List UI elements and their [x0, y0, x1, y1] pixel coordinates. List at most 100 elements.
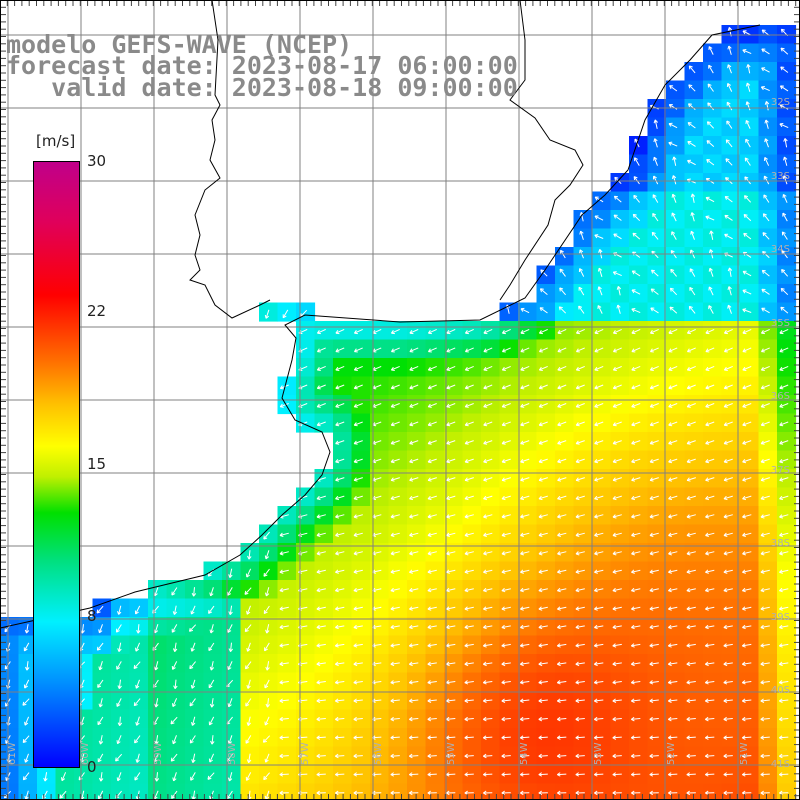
- wind-arrow: [742, 477, 752, 482]
- wind-arrow: [501, 477, 511, 482]
- lat-label: 39S: [771, 612, 790, 623]
- wind-arrow: [761, 288, 770, 295]
- wind-arrow: [649, 365, 659, 371]
- wind-arrow: [353, 347, 363, 353]
- wind-arrow: [409, 532, 419, 537]
- wind-arrow: [579, 230, 584, 240]
- wind-arrow: [705, 403, 715, 408]
- wind-arrow: [742, 495, 752, 501]
- wind-cell: [444, 783, 464, 800]
- wind-arrow: [649, 514, 659, 519]
- wind-arrow: [427, 532, 437, 537]
- wind-arrow: [335, 514, 345, 519]
- wind-arrow: [353, 384, 363, 390]
- wind-arrow: [782, 193, 788, 203]
- wind-arrow: [520, 440, 530, 445]
- wind-arrow: [446, 440, 456, 445]
- wind-arrow: [538, 403, 548, 408]
- wind-arrow: [723, 440, 733, 445]
- lat-label: 35S: [771, 318, 790, 329]
- wind-arrow: [779, 403, 789, 408]
- colorbar-tick-30: 30: [87, 152, 107, 170]
- wind-arrow: [761, 67, 770, 73]
- wind-arrow: [726, 120, 733, 129]
- wind-arrow: [575, 440, 585, 445]
- wind-arrow: [353, 495, 363, 501]
- wind-arrow: [725, 158, 733, 166]
- wind-arrow: [779, 347, 789, 353]
- wind-arrow: [594, 458, 604, 464]
- wind-arrow: [594, 328, 604, 335]
- wind-arrow: [668, 141, 678, 147]
- wind-arrow: [688, 305, 696, 314]
- wind-arrow: [723, 384, 733, 390]
- wind-arrow: [409, 458, 419, 464]
- wind-arrow: [762, 213, 770, 222]
- wind-arrow: [409, 495, 419, 501]
- wind-arrow: [779, 384, 789, 390]
- wind-arrow: [708, 46, 714, 55]
- wind-arrow: [760, 328, 770, 335]
- wind-arrow: [705, 514, 715, 519]
- wind-arrow: [706, 140, 715, 147]
- wind-arrow: [335, 458, 345, 464]
- wind-arrow: [446, 403, 456, 408]
- wind-arrow: [668, 384, 678, 390]
- wind-arrow: [631, 289, 641, 295]
- wind-arrow: [390, 384, 400, 390]
- wind-arrow: [706, 159, 715, 166]
- wind-arrow: [650, 288, 659, 295]
- wind-arrow: [483, 477, 493, 482]
- wind-arrow: [335, 365, 345, 371]
- wind-arrow: [631, 384, 641, 390]
- wind-arrow: [538, 365, 548, 371]
- wind-arrow: [316, 365, 326, 371]
- wind-arrow: [668, 477, 678, 482]
- wind-arrow: [446, 458, 456, 464]
- wind-arrow: [653, 156, 658, 166]
- wind-arrow: [612, 495, 622, 501]
- wind-arrow: [687, 141, 696, 147]
- wind-arrow: [672, 156, 677, 166]
- wind-arrow: [631, 347, 641, 353]
- wind-arrow: [427, 495, 437, 501]
- wind-arrow: [427, 403, 437, 408]
- wind-arrow: [557, 365, 567, 371]
- wind-arrow: [653, 138, 658, 148]
- wind-arrow: [760, 458, 770, 464]
- wind-arrow: [316, 421, 326, 427]
- wind-arrow: [335, 384, 345, 390]
- wind-arrow: [686, 365, 696, 371]
- wind-arrow: [649, 328, 659, 335]
- lon-label: 59W: [153, 742, 164, 765]
- wind-arrow: [483, 458, 493, 464]
- wind-arrow: [446, 328, 456, 335]
- wind-arrow: [726, 101, 733, 111]
- wind-arrow: [723, 403, 733, 408]
- wind-arrow: [483, 440, 493, 445]
- wind-arrow: [764, 138, 769, 148]
- wind-arrow: [501, 384, 511, 390]
- wind-arrow: [483, 347, 493, 353]
- wind-arrow: [726, 82, 733, 92]
- wind-arrow: [783, 138, 788, 148]
- wind-arrow: [390, 532, 400, 537]
- wind-arrow: [779, 123, 789, 129]
- wind-arrow: [631, 495, 641, 501]
- wind-arrow: [742, 328, 752, 335]
- wind-arrow: [597, 305, 603, 314]
- wind-arrow: [779, 477, 789, 482]
- wind-arrow: [669, 287, 678, 296]
- wind-arrow: [632, 213, 641, 222]
- wind-arrow: [780, 287, 789, 296]
- wind-arrow: [760, 421, 770, 427]
- wind-arrow: [539, 288, 548, 295]
- wind-arrow: [761, 48, 770, 55]
- lon-label: 51W: [739, 742, 750, 765]
- wind-arrow: [779, 440, 789, 445]
- lon-label: 58W: [227, 742, 238, 765]
- wind-arrow: [612, 328, 622, 335]
- wind-arrow: [649, 421, 659, 427]
- wind-arrow: [520, 384, 530, 390]
- wind-arrow: [760, 495, 770, 501]
